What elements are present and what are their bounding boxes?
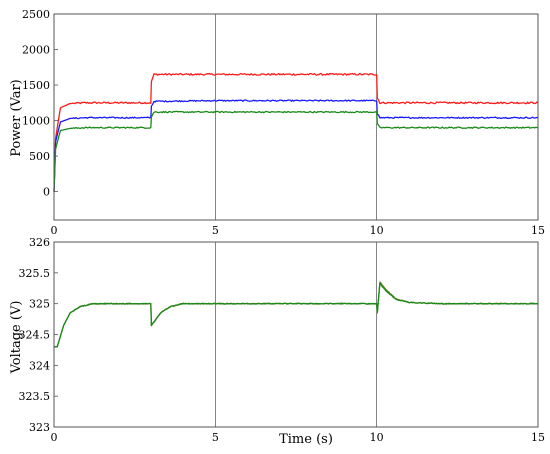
y-tick-label: 2000 (22, 44, 50, 57)
y-tick-label: 324 (29, 359, 50, 372)
y-tick-label: 1000 (22, 115, 50, 128)
y-tick-label: 326 (29, 236, 50, 249)
y-tick-label: 2500 (22, 8, 50, 21)
x-tick-label: 5 (212, 224, 219, 237)
y-tick-label: 0 (43, 186, 50, 199)
plot-frame (53, 241, 539, 428)
y-tick-label: 323.5 (19, 390, 51, 403)
time-axis-label: Time (s) (279, 432, 333, 447)
x-tick-label: 10 (370, 224, 384, 237)
y-tick-label: 500 (29, 150, 50, 163)
series-line-0 (53, 72, 539, 192)
y-tick-label: 325 (29, 298, 50, 311)
power-chart: 0 5 10 15 0 500 1000 1500 2000 2500 (22, 8, 545, 237)
series-line-2 (53, 110, 539, 192)
x-tick-label: 10 (370, 431, 384, 444)
voltage-chart: 0 5 10 15 323 323.5 324 324.5 325 325.5 326 (19, 236, 546, 444)
power-axis-label: Power (Var) (9, 79, 24, 157)
x-tick-label: 5 (212, 431, 219, 444)
x-tick-label: 15 (531, 431, 545, 444)
x-tick-label: 15 (531, 224, 545, 237)
y-tick-label: 324.5 (19, 329, 51, 342)
x-tick-label: 0 (51, 224, 58, 237)
series-line-0 (54, 281, 539, 348)
y-tick-label: 325.5 (19, 267, 51, 280)
voltage-axis-label: Voltage (V) (9, 301, 24, 375)
y-tick-label: 323 (29, 421, 50, 434)
plot-frame (53, 13, 539, 221)
y-tick-label: 1500 (22, 79, 50, 92)
x-tick-label: 0 (51, 431, 58, 444)
series-line-1 (54, 282, 539, 348)
series-line-1 (53, 99, 539, 192)
